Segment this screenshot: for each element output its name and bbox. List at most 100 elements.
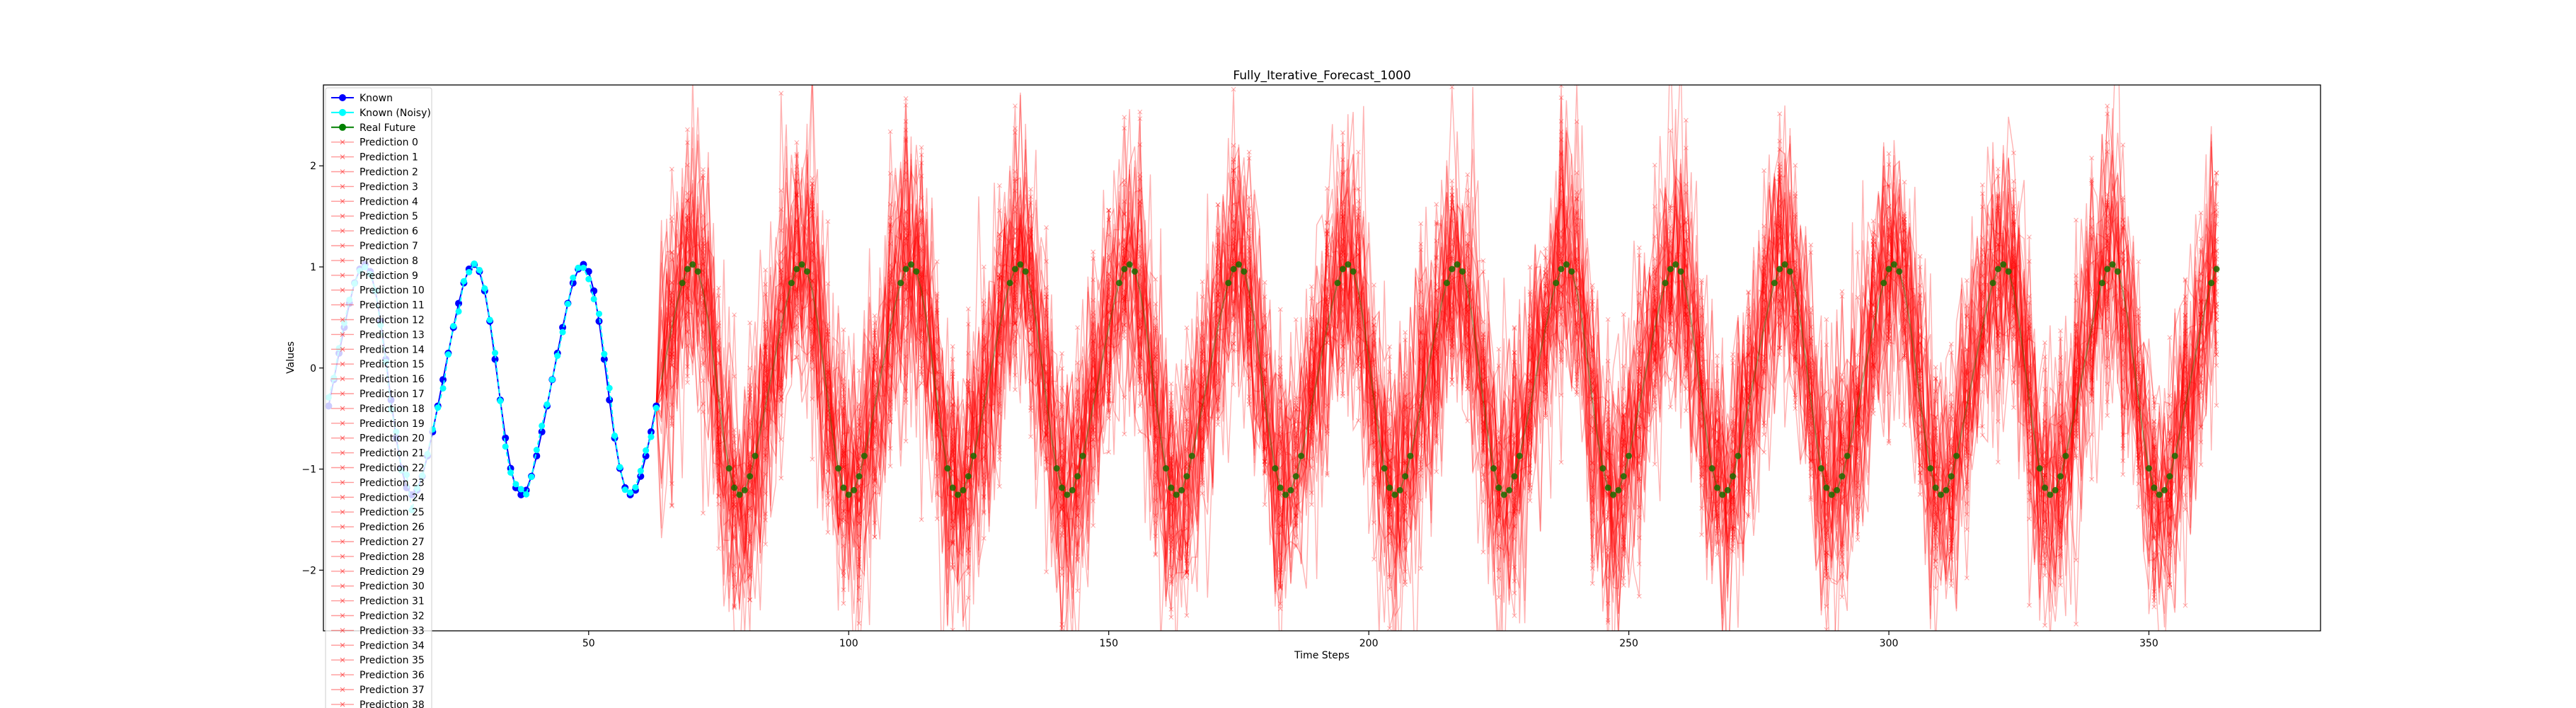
legend-label: Prediction 27 — [360, 537, 425, 548]
real-future-point — [1183, 473, 1190, 480]
y-axis: −2 −1 0 1 2 — [301, 161, 323, 576]
known-noisy-point — [637, 467, 644, 474]
legend-entry: Prediction 4 — [331, 196, 418, 207]
legend-label: Prediction 17 — [360, 389, 425, 400]
real-future-point — [1121, 266, 1128, 273]
real-future-line — [660, 263, 2217, 496]
prediction-line — [655, 86, 2217, 621]
real-future-point — [1241, 268, 1248, 275]
real-future-point — [2213, 266, 2220, 273]
known-point — [517, 491, 525, 498]
legend-label: Prediction 35 — [360, 655, 425, 666]
x-tick-label: 150 — [1099, 638, 1118, 649]
real-future-point — [1708, 465, 1715, 472]
real-future-point — [1506, 486, 1513, 493]
legend-entry: Prediction 19 — [331, 418, 425, 430]
legend-label: Prediction 13 — [360, 329, 425, 341]
legend-label: Prediction 18 — [360, 404, 425, 415]
legend-swatch-marker — [340, 406, 345, 411]
legend-label: Prediction 20 — [360, 433, 425, 445]
legend-entry: Prediction 12 — [331, 315, 425, 326]
real-future-point — [2047, 491, 2054, 498]
x-tick-label: 200 — [1359, 638, 1379, 649]
known-noisy-point — [533, 447, 540, 454]
legend-entry: Prediction 28 — [331, 552, 425, 563]
legend-swatch-marker — [340, 450, 345, 456]
real-future-point — [1495, 484, 1502, 491]
real-future-point — [913, 268, 920, 275]
legend-entry: Prediction 34 — [331, 640, 425, 651]
known-noisy-point — [444, 351, 452, 358]
legend-label: Prediction 38 — [360, 700, 425, 708]
legend-swatch-marker — [340, 139, 345, 145]
prediction-line — [655, 89, 2217, 613]
real-future-point — [949, 484, 956, 491]
legend-swatch-marker — [339, 94, 346, 101]
prediction-line — [655, 148, 2217, 631]
real-future-point — [1558, 266, 1565, 273]
real-future-point — [861, 452, 868, 459]
x-axis: 50 100 150 200 250 300 350 — [582, 631, 2158, 649]
real-future-point — [902, 266, 909, 273]
prediction-series-10 — [653, 85, 2219, 629]
legend-swatch-marker — [339, 123, 346, 131]
known-noisy-point — [455, 308, 462, 315]
legend-entry: Prediction 3 — [331, 181, 418, 193]
real-future-series — [660, 261, 2220, 498]
legend-entry: Prediction 11 — [331, 300, 425, 312]
real-future-point — [793, 266, 800, 273]
prediction-line — [655, 141, 2217, 631]
real-future-point — [1115, 280, 1122, 287]
real-future-point — [897, 280, 904, 287]
real-future-point — [1454, 261, 1461, 268]
real-future-point — [1079, 452, 1086, 459]
real-future-point — [1989, 280, 1996, 287]
legend-swatch-marker — [340, 702, 345, 707]
known-noisy-point — [502, 443, 509, 450]
y-tick-label: 1 — [310, 262, 316, 273]
known-noisy-point — [575, 264, 582, 271]
real-future-point — [2005, 268, 2012, 275]
legend-label: Prediction 15 — [360, 359, 425, 370]
real-future-point — [1277, 484, 1284, 491]
real-future-point — [1839, 473, 1846, 480]
legend-entry: Prediction 17 — [331, 389, 425, 400]
prediction-line — [655, 121, 2217, 631]
legend-label: Prediction 37 — [360, 685, 425, 696]
real-future-point — [1391, 491, 1398, 498]
legend-swatch-marker — [340, 479, 345, 485]
legend: Known Known (Noisy) Real Future Prediction … — [325, 87, 432, 708]
x-tick-label: 250 — [1619, 638, 1638, 649]
legend-entry: Prediction 31 — [331, 596, 425, 607]
real-future-point — [1011, 266, 1018, 273]
real-future-point — [2052, 486, 2059, 493]
known-point — [642, 452, 650, 459]
legend-entry: Prediction 24 — [331, 492, 425, 503]
prediction-line — [655, 113, 2217, 631]
real-future-point — [798, 261, 805, 268]
legend-swatch-marker — [340, 169, 345, 174]
legend-entry: Prediction 22 — [331, 463, 425, 474]
prediction-line — [655, 142, 2217, 631]
real-future-point — [2145, 465, 2152, 472]
real-future-point — [1719, 491, 1726, 498]
real-future-point — [1844, 452, 1851, 459]
legend-entry: Real Future — [331, 122, 415, 134]
known-point — [538, 428, 546, 435]
real-future-point — [1626, 452, 1633, 459]
real-future-point — [907, 261, 914, 268]
known-noisy-point — [621, 486, 628, 493]
legend-entry: Prediction 36 — [331, 670, 425, 681]
prediction-series-33 — [653, 139, 2219, 631]
legend-swatch-marker — [340, 183, 345, 189]
real-future-point — [1771, 280, 1778, 287]
real-future-point — [1064, 491, 1071, 498]
legend-entry: Prediction 14 — [331, 344, 425, 355]
legend-entry: Known (Noisy) — [331, 108, 431, 119]
real-future-point — [1568, 268, 1575, 275]
real-future-point — [1053, 465, 1060, 472]
real-future-point — [845, 491, 852, 498]
real-future-point — [1994, 266, 2001, 273]
legend-entry: Prediction 2 — [331, 167, 418, 178]
legend-swatch-marker — [340, 346, 345, 352]
